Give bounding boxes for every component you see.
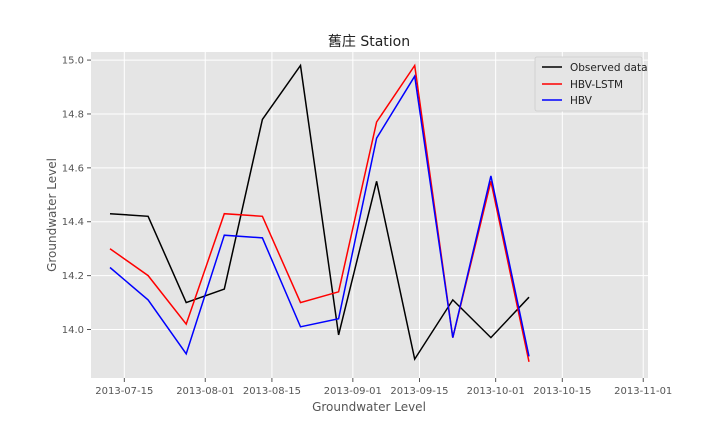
x-tick-label: 2013-07-15 [95,386,153,397]
y-tick-label: 14.0 [62,325,84,336]
y-tick-label: 14.8 [62,109,84,120]
x-tick-label: 2013-08-01 [176,386,234,397]
x-tick-label: 2013-10-01 [467,386,525,397]
y-tick-label: 15.0 [62,56,84,67]
series-lines [109,63,530,362]
series-line-2 [109,74,530,357]
series-line-0 [109,63,530,362]
x-tick-label: 2013-11-01 [614,386,672,397]
legend-label-hbv-lstm: HBV-LSTM [570,79,623,91]
x-ticks: 2013-07-15 2013-08-01 2013-08-15 2013-09-01… [95,378,672,397]
x-tick-label: 2013-09-15 [390,386,448,397]
y-tick-label: 14.2 [62,271,84,282]
x-tick-label: 2013-10-15 [533,386,591,397]
y-axis-label: Groundwater Level [45,158,59,272]
y-tick-label: 14.6 [62,163,84,174]
x-axis-label: Groundwater Level [312,400,426,414]
x-tick-label: 2013-09-01 [324,386,382,397]
chart-title: 舊庄 Station [328,33,410,50]
y-ticks: 14.0 14.2 14.4 14.6 14.8 15.0 [62,56,91,336]
legend-label-hbv: HBV [570,95,593,107]
legend-box [534,56,643,112]
x-tick-label: 2013-08-15 [243,386,301,397]
y-tick-label: 14.4 [62,217,84,228]
legend: Observed data HBV-LSTM HBV [534,56,648,112]
legend-label-observed: Observed data [570,62,648,74]
